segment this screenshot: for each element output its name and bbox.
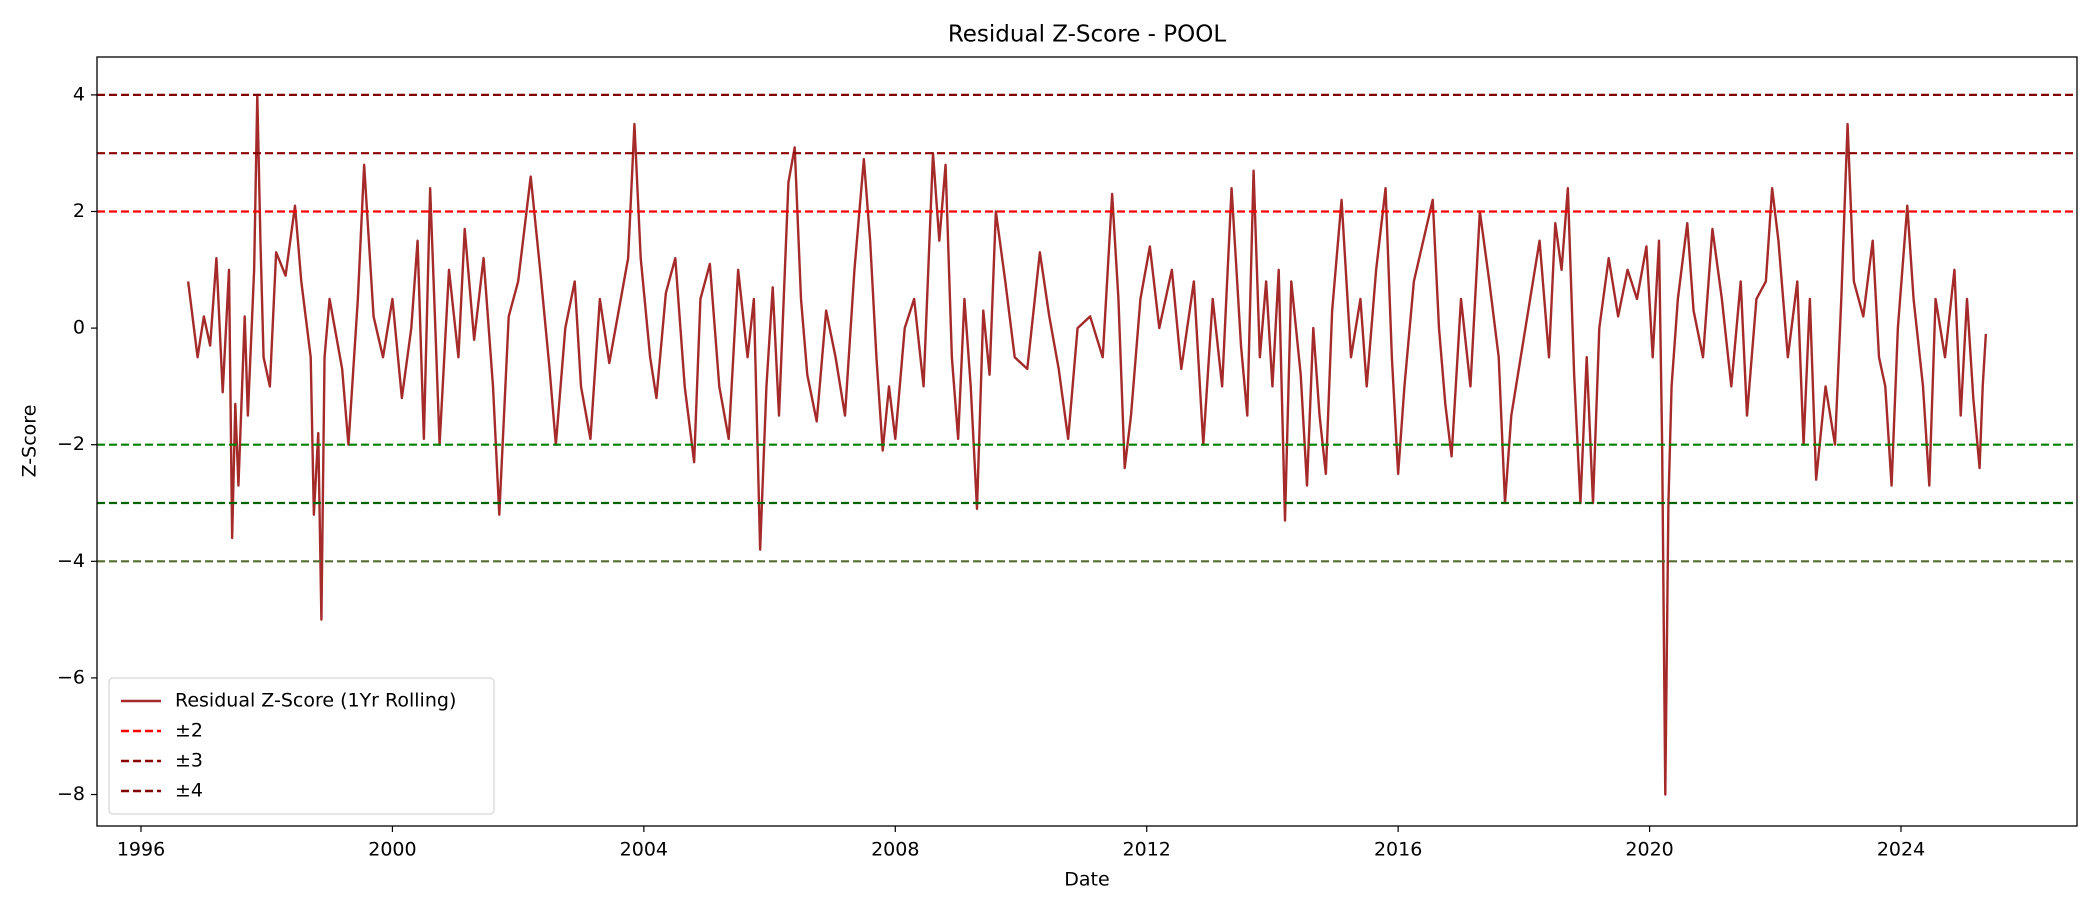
x-tick-label: 1996 [117,839,165,861]
legend-label: ±4 [175,780,203,802]
chart-title: Residual Z-Score - POOL [948,22,1227,48]
x-tick-label: 2020 [1625,839,1673,861]
x-tick-label: 2016 [1374,839,1422,861]
x-axis-label: Date [1064,869,1109,891]
legend-label: Residual Z-Score (1Yr Rolling) [175,690,456,712]
legend-box [108,677,495,815]
legend-label: ±2 [175,720,203,742]
x-tick-label: 2000 [368,839,416,861]
legend-label: ±3 [175,750,203,772]
plot-frame [96,56,2078,827]
y-tick-label: −4 [57,550,85,572]
line-series [186,93,1988,796]
y-axis-label: Z-Score [19,405,41,478]
x-tick-label: 2008 [871,839,919,861]
x-tick-label: 2012 [1123,839,1171,861]
y-tick-label: 0 [73,317,85,339]
y-tick-label: −6 [57,666,85,688]
x-tick-label: 2024 [1877,839,1925,861]
y-tick-label: −8 [57,783,85,805]
x-tick-label: 2004 [620,839,668,861]
y-tick-label: 4 [73,83,85,105]
y-tick-label: −2 [57,433,85,455]
y-tick-label: 2 [73,200,85,222]
